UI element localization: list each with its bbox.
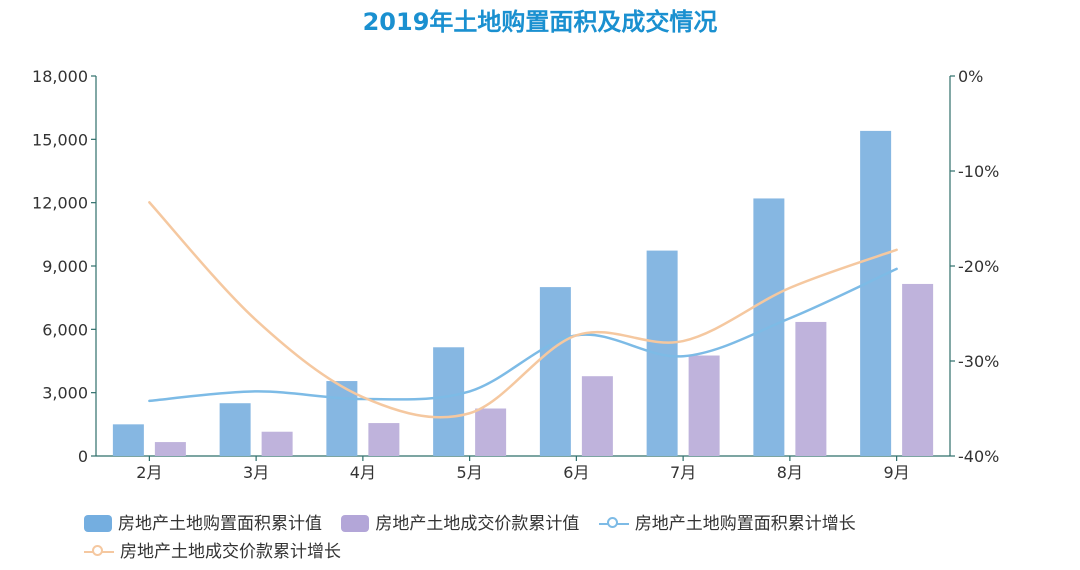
lines [148, 201, 898, 419]
line-land-area-growth [148, 267, 898, 403]
x-tick-label: 4月 [350, 463, 376, 482]
y-left-tick-label: 9,000 [42, 257, 88, 276]
x-tick-label: 2月 [136, 463, 162, 482]
legend-item-line-area[interactable]: 房地产土地购置面积累计增长 [598, 510, 856, 538]
bar-land-price [261, 431, 293, 456]
bar-land-price [795, 321, 827, 456]
y-right-tick-label: -10% [958, 162, 999, 181]
y-left-tick-label: 15,000 [32, 130, 88, 149]
bar-land-price [688, 355, 720, 456]
y-left-tick-label: 12,000 [32, 194, 88, 213]
bar-land-price [368, 423, 400, 456]
axes: 0 3,000 6,000 9,000 12,000 15,000 18,000 -40% -3… [32, 67, 999, 482]
y-right-tick-label: 0% [958, 67, 983, 86]
line-land-price-growth [148, 201, 898, 419]
legend-item-line-price[interactable]: 房地产土地成交价款累计增长 [84, 538, 341, 566]
legend: 房地产土地购置面积累计值 房地产土地成交价款累计值 房地产土地购置面积累计增长 … [84, 510, 1044, 566]
legend-label: 房地产土地成交价款累计值 [375, 514, 580, 534]
legend-label: 房地产土地成交价款累计增长 [120, 542, 341, 562]
bars [112, 130, 934, 456]
y-left-tick-label: 3,000 [42, 384, 88, 403]
legend-swatch-line-area [598, 515, 629, 532]
y-right-tick-label: -40% [958, 447, 999, 466]
bar-land-price [154, 442, 186, 456]
y-right-tick-label: -20% [958, 257, 999, 276]
bar-land-price [475, 408, 507, 456]
bar-land-area [326, 381, 358, 456]
legend-swatch-line-price [84, 543, 114, 560]
x-tick-label: 9月 [884, 463, 910, 482]
bar-land-price [902, 283, 934, 456]
legend-item-bar-area[interactable]: 房地产土地购置面积累计值 [84, 510, 322, 538]
bar-land-area [433, 347, 465, 456]
x-tick-label: 6月 [563, 463, 589, 482]
legend-item-bar-price[interactable]: 房地产土地成交价款累计值 [341, 510, 579, 538]
bar-land-area [860, 130, 892, 456]
bar-land-area [112, 424, 144, 456]
y-left-tick-label: 18,000 [32, 67, 88, 86]
x-tick-label: 7月 [670, 463, 696, 482]
bar-land-area [219, 403, 251, 456]
x-tick-label: 5月 [457, 463, 483, 482]
y-right-tick-label: -30% [958, 352, 999, 371]
bar-land-area [539, 287, 571, 456]
x-tick-label: 8月 [777, 463, 803, 482]
legend-swatch-bar-area [84, 515, 112, 532]
legend-label: 房地产土地购置面积累计增长 [634, 514, 856, 534]
legend-swatch-bar-price [341, 515, 370, 532]
bar-land-area [646, 250, 678, 456]
chart-title: 2019年土地购置面积及成交情况 [362, 8, 718, 36]
chart-canvas: 0 3,000 6,000 9,000 12,000 15,000 18,000 -40% -3… [32, 67, 999, 482]
bar-land-price [581, 376, 613, 456]
x-tick-label: 3月 [243, 463, 269, 482]
legend-label: 房地产土地购置面积累计值 [118, 514, 322, 534]
y-left-tick-label: 6,000 [42, 320, 88, 339]
y-left-tick-label: 0 [78, 447, 88, 466]
